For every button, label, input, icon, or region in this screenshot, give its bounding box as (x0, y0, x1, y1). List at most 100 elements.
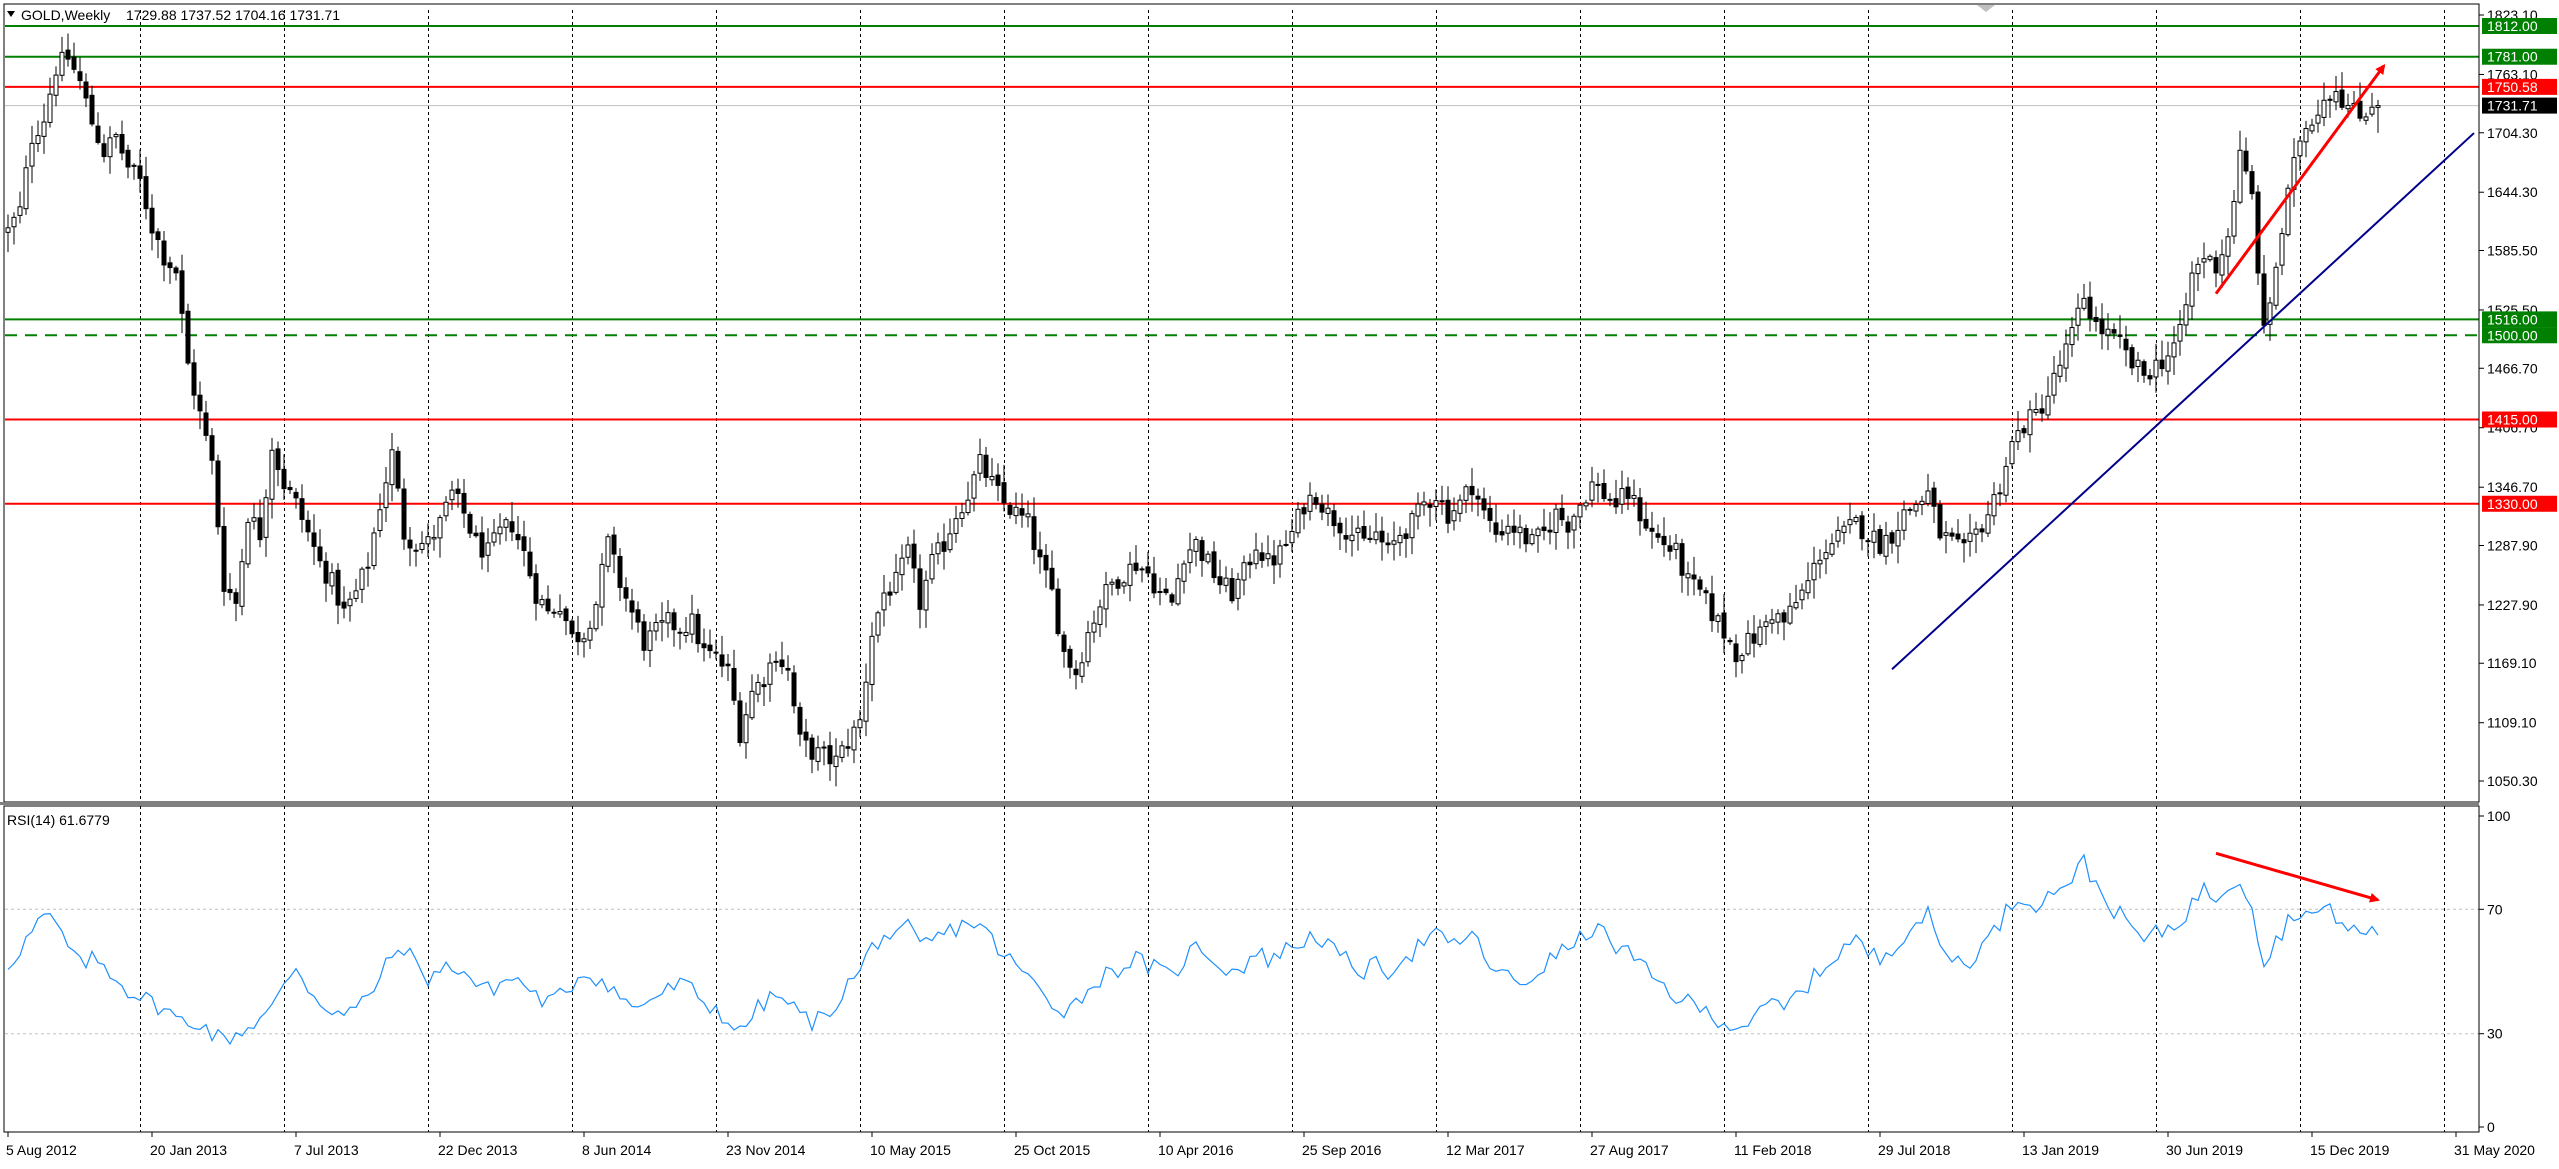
candle-body (1709, 593, 1715, 622)
candle-body (863, 681, 869, 722)
candle-body (1811, 562, 1817, 581)
candle-body (1001, 482, 1007, 504)
candle-body (1289, 530, 1295, 544)
candle-body (197, 394, 203, 412)
candle-body (761, 684, 767, 688)
candle-body (437, 517, 443, 539)
candle-body (1337, 522, 1343, 534)
candle-body (779, 659, 785, 668)
candle-body (857, 719, 863, 729)
candle-body (551, 611, 557, 614)
candle-body (2273, 266, 2279, 306)
candle-body (1103, 584, 1109, 610)
candle-body (1595, 483, 1601, 486)
candle-body (1799, 589, 1805, 601)
candle-body (1235, 578, 1241, 599)
candle-body (119, 133, 125, 154)
candle-body (965, 499, 971, 514)
candle-body (953, 518, 959, 534)
candles (5, 33, 2381, 787)
candle-body (1391, 540, 1397, 545)
candle-body (707, 644, 713, 652)
candle-body (1685, 573, 1691, 579)
time-tick-label: 12 Mar 2017 (1446, 1142, 1525, 1158)
candle-body (1331, 510, 1337, 527)
price-up-arrow (2214, 64, 2386, 295)
candle-body (695, 613, 701, 645)
time-tick-label: 5 Aug 2012 (6, 1142, 77, 1158)
candle-body (335, 569, 341, 606)
candle-body (1223, 577, 1229, 586)
candle-body (785, 667, 791, 671)
candle-body (203, 412, 209, 436)
candle-body (221, 525, 227, 592)
candle-body (2021, 428, 2027, 434)
candle-body (251, 517, 257, 522)
candle-body (1193, 538, 1199, 552)
candle-body (2213, 257, 2219, 274)
candle-body (2267, 302, 2273, 325)
candle-body (545, 598, 551, 612)
candle-body (467, 513, 473, 534)
candle-body (395, 450, 401, 489)
candle-body (101, 143, 107, 158)
candle-body (1961, 539, 1967, 544)
level-badge-1750.58-text: 1750.58 (2487, 79, 2538, 95)
collapse-triangle-icon[interactable] (7, 11, 15, 17)
candle-body (77, 71, 83, 82)
candle-body (263, 497, 269, 538)
candle-body (1355, 527, 1361, 533)
candle-body (2225, 236, 2231, 257)
price-tick-label: 1169.10 (2487, 655, 2537, 671)
candle-body (1283, 543, 1289, 546)
candle-body (1679, 543, 1685, 576)
candle-body (1625, 486, 1631, 499)
candle-body (1529, 534, 1535, 545)
candle-body (1127, 563, 1133, 586)
candle-body (2099, 318, 2105, 335)
candle-body (11, 216, 17, 228)
candle-body (1793, 602, 1799, 609)
candle-body (1655, 533, 1661, 538)
candle-body (1475, 495, 1481, 500)
candle-body (383, 482, 389, 509)
candle-body (1907, 508, 1913, 511)
level-badge-1516.00-text: 1516.00 (2487, 311, 2538, 327)
candle-body (497, 526, 503, 535)
candle-body (1043, 554, 1049, 571)
candle-body (599, 563, 605, 608)
candle-body (1841, 525, 1847, 533)
candle-body (1367, 537, 1373, 540)
rsi-label: RSI(14) 61.6779 (7, 812, 110, 828)
candle-body (1481, 498, 1487, 511)
candle-body (1691, 574, 1697, 580)
candle-body (995, 474, 1001, 486)
candle-body (1373, 531, 1379, 541)
candle-body (305, 519, 311, 533)
grid (5, 10, 2479, 1132)
candle-body (23, 167, 29, 210)
candle-body (1559, 507, 1565, 521)
candle-body (767, 662, 773, 685)
candle-body (341, 601, 347, 609)
rsi-tick-label: 100 (2487, 808, 2511, 824)
candle-body (1403, 533, 1409, 539)
time-tick-label: 7 Jul 2013 (294, 1142, 359, 1158)
candle-body (713, 651, 719, 654)
candle-body (2135, 359, 2141, 367)
candle-body (1133, 562, 1139, 571)
level-badge-1330.00-text: 1330.00 (2487, 496, 2538, 512)
candle-body (2207, 255, 2213, 261)
candle-body (1955, 533, 1961, 540)
candle-body (47, 93, 53, 123)
candle-body (1457, 499, 1463, 514)
level-badge-1330.00-bg (2482, 495, 2557, 512)
candle-body (1697, 579, 1703, 590)
candle-body (677, 631, 683, 634)
candle-body (1265, 553, 1271, 560)
candle-body (587, 627, 593, 641)
price-tick-label: 1287.90 (2487, 537, 2538, 553)
candle-body (1493, 522, 1499, 535)
candle-body (1979, 528, 1985, 533)
candle-body (83, 81, 89, 99)
